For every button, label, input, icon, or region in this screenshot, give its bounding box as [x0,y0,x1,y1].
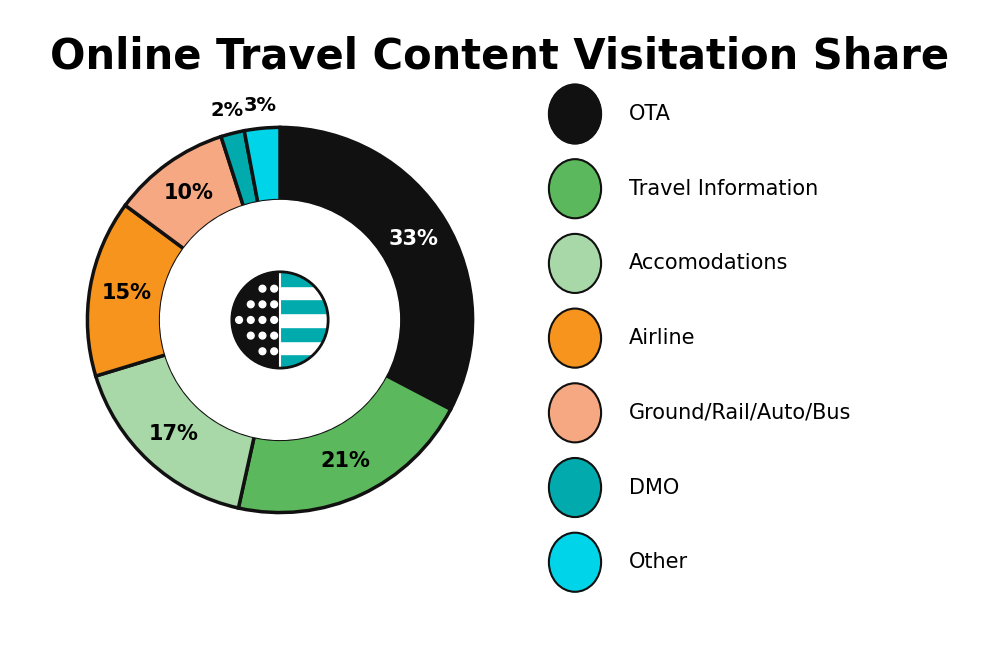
Text: 15%: 15% [101,283,151,304]
Text: 17%: 17% [149,424,199,445]
Text: Travel Information: Travel Information [629,179,818,199]
Circle shape [271,285,278,292]
Circle shape [259,332,266,339]
Text: TheShelf.com: TheShelf.com [30,611,179,630]
Text: 2%: 2% [210,101,243,120]
Bar [280,327,328,341]
Text: 33%: 33% [389,229,438,249]
Bar [280,341,328,355]
Wedge shape [87,205,184,376]
Circle shape [247,317,254,323]
Text: Online Travel Content Visitation Share: Online Travel Content Visitation Share [50,36,950,78]
Circle shape [259,301,266,308]
Circle shape [161,200,399,439]
Circle shape [247,301,254,308]
Text: Ground/Rail/Auto/Bus: Ground/Rail/Auto/Bus [629,403,851,423]
Wedge shape [232,272,280,368]
Text: Other: Other [629,552,688,572]
Bar [280,355,328,368]
Circle shape [549,458,601,517]
Circle shape [549,159,601,218]
Circle shape [271,332,278,339]
Bar [280,299,328,313]
Circle shape [259,285,266,292]
Circle shape [259,317,266,323]
Circle shape [247,332,254,339]
Circle shape [271,348,278,355]
Wedge shape [125,136,243,249]
Bar [280,285,328,299]
Wedge shape [221,131,258,206]
Text: ↺: ↺ [158,607,182,634]
Circle shape [236,317,242,323]
Bar [280,313,328,327]
Circle shape [549,234,601,293]
Circle shape [549,533,601,592]
Circle shape [259,348,266,355]
Circle shape [271,301,278,308]
Text: 10%: 10% [164,183,214,203]
Wedge shape [280,127,473,409]
Circle shape [549,309,601,368]
Wedge shape [238,375,451,513]
Text: Accomodations: Accomodations [629,253,788,274]
Circle shape [271,317,278,323]
Wedge shape [244,127,280,202]
Text: 3%: 3% [243,96,276,115]
Text: 21%: 21% [321,451,371,471]
Wedge shape [96,355,254,508]
Text: Source:Expedia Group Media Solutions: Source:Expedia Group Media Solutions [520,611,947,630]
Circle shape [549,84,601,144]
Circle shape [232,272,328,368]
Text: DMO: DMO [629,477,679,498]
Text: Airline: Airline [629,328,696,348]
Circle shape [549,383,601,442]
Text: OTA: OTA [629,104,671,124]
Bar [280,272,328,285]
